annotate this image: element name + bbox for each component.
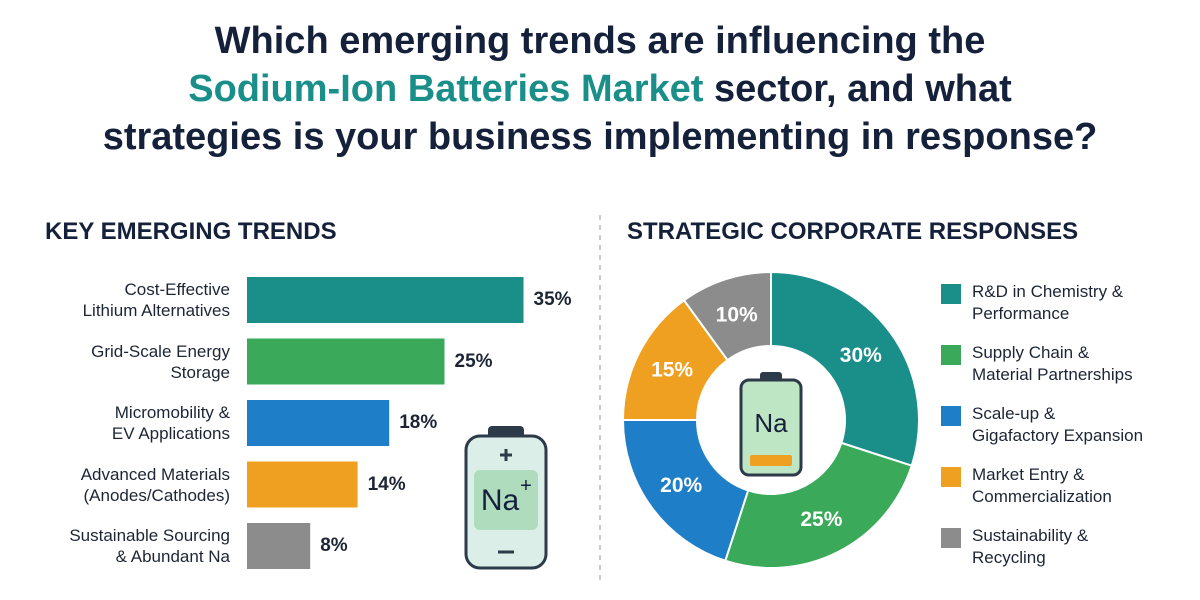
slice-label: 10% xyxy=(716,303,758,326)
value-label: 14% xyxy=(367,473,406,495)
legend-swatch xyxy=(941,467,961,487)
category-label: Grid-Scale Energy Storage xyxy=(91,341,230,382)
bar xyxy=(247,523,311,569)
slice-label: 25% xyxy=(800,508,842,531)
left-battery-icon: Na + xyxy=(464,426,548,570)
slice-label: 30% xyxy=(840,344,882,367)
legend-label: Market Entry & Commercialization xyxy=(972,465,1112,506)
legend-swatch xyxy=(941,345,961,365)
value-label: 35% xyxy=(533,289,572,310)
legend-label: R&D in Chemistry & Performance xyxy=(972,282,1124,323)
battery-symbol: Na xyxy=(481,484,520,517)
battery-charge: + xyxy=(520,475,532,497)
legend-swatch xyxy=(941,528,961,548)
battery-symbol: Na xyxy=(754,408,788,438)
category-label: Cost-Effective Lithium Alternatives xyxy=(82,280,230,320)
donut-slice xyxy=(621,419,750,563)
category-label: Advanced Materials (Anodes/Cathodes) xyxy=(80,464,230,505)
donut-slice xyxy=(770,270,920,467)
bar xyxy=(247,338,445,385)
title-line: Sodium-Ion Batteries Market sector, and … xyxy=(0,68,1200,111)
legend-label: Supply Chain & Material Partnerships xyxy=(972,343,1133,384)
bar xyxy=(247,277,524,323)
section-title: STRATEGIC CORPORATE RESPONSES xyxy=(627,218,1079,245)
value-label: 18% xyxy=(399,412,438,433)
bar xyxy=(247,400,390,446)
slice-label: 15% xyxy=(651,359,693,382)
category-label: Sustainable Sourcing & Abundant Na xyxy=(69,526,230,566)
donut-chart: 30% 25% 20% 15% 10% xyxy=(621,270,920,569)
legend-swatch xyxy=(941,406,961,426)
title-highlight: Sodium-Ion Batteries Market xyxy=(188,68,704,110)
title-text: sector, and what xyxy=(703,68,1012,110)
legend-label: Scale-up & Gigafactory Expansion xyxy=(972,404,1144,445)
value-label: 8% xyxy=(320,535,348,556)
category-label: Micromobility & EV Applications xyxy=(111,403,230,443)
title-line: Which emerging trends are influencing th… xyxy=(214,20,986,62)
legend-label: Sustainability & Recycling xyxy=(972,526,1089,567)
bar xyxy=(247,461,358,508)
donut-slice xyxy=(724,441,914,569)
slice-label: 20% xyxy=(660,474,702,497)
legend-swatch xyxy=(941,284,961,304)
title-line: strategies is your business implementing… xyxy=(102,116,1098,158)
center-battery-icon: Na xyxy=(739,372,803,477)
value-label: 25% xyxy=(454,350,493,372)
donut-slice xyxy=(682,270,772,362)
section-title: KEY EMERGING TRENDS xyxy=(45,218,337,245)
